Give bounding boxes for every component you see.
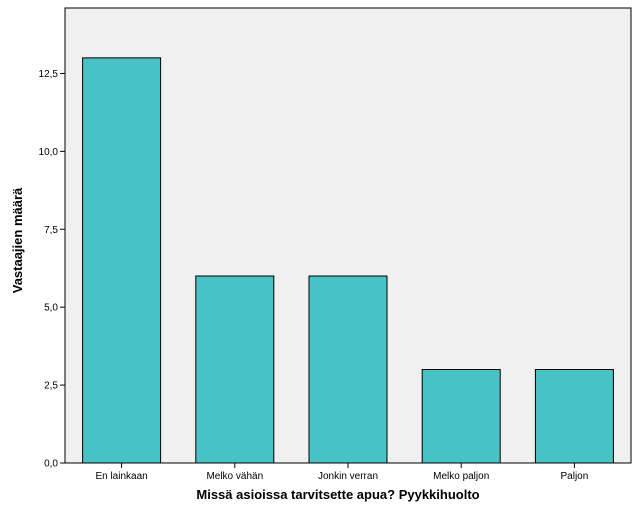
x-tick-label: En lainkaan bbox=[95, 471, 147, 482]
bar bbox=[195, 275, 275, 464]
x-tick-label: Melko paljon bbox=[433, 471, 489, 482]
y-tick-label: 12,5 bbox=[39, 69, 59, 80]
bar bbox=[82, 57, 162, 464]
y-axis-title: Vastaajien määrä bbox=[10, 187, 25, 293]
x-axis: En lainkaan Melko vähän Jonkin verran Melko… bbox=[95, 463, 588, 482]
bar bbox=[421, 369, 501, 464]
y-tick-label: 5,0 bbox=[44, 303, 58, 314]
y-tick-label: 0,0 bbox=[44, 459, 58, 470]
y-tick-label: 10,0 bbox=[39, 147, 59, 158]
x-axis-title: Missä asioissa tarvitsette apua? Pyykkih… bbox=[196, 487, 479, 502]
x-tick-label: Paljon bbox=[560, 471, 588, 482]
bar bbox=[534, 369, 614, 464]
y-axis: 0,0 2,5 5,0 7,5 10,0 12,5 bbox=[39, 69, 65, 470]
x-tick-label: Jonkin verran bbox=[318, 471, 378, 482]
x-tick-label: Melko vähän bbox=[206, 471, 263, 482]
bars-group bbox=[82, 57, 614, 464]
y-tick-label: 2,5 bbox=[44, 381, 58, 392]
bar bbox=[308, 275, 388, 464]
y-tick-label: 7,5 bbox=[44, 225, 58, 236]
